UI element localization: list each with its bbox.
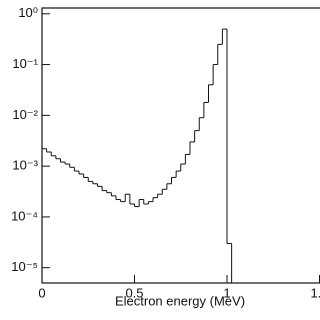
plot-frame (41, 7, 320, 284)
y-tick-label: 10⁻¹ (12, 56, 38, 71)
x-tick-label: 1.5 (310, 285, 320, 300)
y-tick-label: 10⁻² (12, 107, 38, 122)
x-tick-label: 1 (223, 285, 230, 300)
y-tick-label: 10⁰ (18, 5, 38, 20)
y-tick-label: 10⁻³ (12, 158, 38, 173)
x-tick-label: 0 (38, 285, 45, 300)
y-tick-label: 10⁻⁴ (11, 208, 38, 223)
y-tick-label: 10⁻⁵ (11, 259, 38, 274)
x-tick-label: 0.5 (125, 285, 143, 300)
x-axis-label: Electron energy (MeV) (115, 293, 245, 308)
